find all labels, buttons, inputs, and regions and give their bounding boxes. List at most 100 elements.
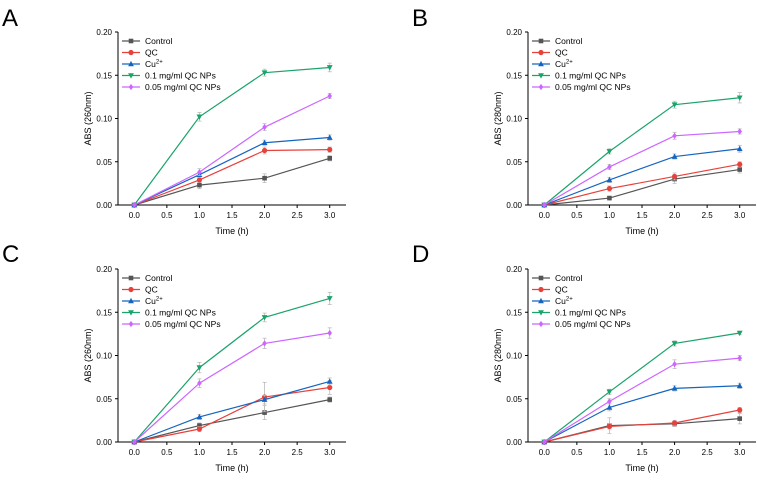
series-line (134, 380, 330, 443)
y-axis-label: ABS (280nm) (493, 91, 503, 145)
data-point (261, 396, 268, 402)
data-point (327, 155, 333, 161)
legend-marker (128, 49, 134, 56)
legend-marker (538, 60, 544, 67)
y-tick-label: 0.20 (96, 265, 112, 274)
legend-label: 0.05 mg/ml QC NPs (555, 82, 631, 92)
series-line (544, 148, 740, 206)
y-tick-label: 0.10 (506, 352, 522, 361)
data-point (326, 296, 333, 302)
series-2 (541, 406, 743, 445)
series-1 (541, 413, 743, 445)
legend-label: 0.1 mg/ml QC NPs (145, 71, 216, 81)
data-point (327, 384, 333, 391)
x-tick-label: 0.0 (129, 448, 141, 457)
data-point (736, 145, 743, 152)
data-point (262, 340, 267, 347)
series-5 (541, 354, 743, 446)
legend-marker (538, 38, 544, 44)
series-5 (131, 327, 333, 446)
data-point (671, 173, 678, 180)
y-tick-label: 0.05 (506, 158, 522, 167)
series-line (543, 130, 740, 206)
data-point (671, 153, 678, 159)
data-point (196, 177, 203, 183)
x-tick-label: 2.5 (702, 211, 714, 220)
data-point (737, 407, 743, 413)
legend-marker (128, 297, 134, 304)
legend-label: 0.1 mg/ml QC NPs (555, 308, 626, 318)
data-point (606, 185, 613, 192)
legend-marker (538, 297, 544, 304)
data-point (196, 426, 203, 432)
x-tick-label: 0.0 (539, 211, 551, 220)
y-axis-label: ABS (260nm) (83, 328, 93, 382)
legend-label-sup: 2+ (566, 60, 573, 66)
data-point (262, 410, 267, 415)
series-4 (541, 92, 743, 209)
x-axis-label: Time (h) (625, 463, 658, 473)
panel-letter: D (412, 241, 429, 268)
data-point (671, 420, 678, 426)
series-line (133, 66, 330, 206)
legend-marker (128, 73, 134, 79)
x-tick-label: 3.0 (734, 448, 746, 457)
x-tick-label: 1.0 (194, 211, 206, 220)
data-point (197, 423, 202, 428)
legend-label: 0.1 mg/ml QC NPs (555, 71, 626, 81)
legend-marker (538, 275, 544, 281)
x-tick-label: 1.5 (226, 211, 238, 220)
x-axis-label: Time (h) (625, 226, 658, 236)
legend-label: Control (555, 273, 583, 283)
x-tick-label: 1.0 (604, 211, 616, 220)
series-line (543, 357, 740, 443)
legend-label: 0.05 mg/ml QC NPs (145, 319, 221, 329)
data-point (671, 341, 678, 347)
x-tick-label: 2.5 (292, 211, 304, 220)
y-tick-label: 0.10 (506, 115, 522, 124)
data-point (131, 438, 137, 446)
data-point (262, 175, 267, 181)
x-tick-label: 0.0 (539, 448, 551, 457)
x-tick-label: 1.0 (194, 448, 206, 457)
legend-marker (128, 320, 134, 328)
series-3 (541, 144, 743, 208)
series-1 (131, 155, 333, 208)
data-point (737, 416, 743, 421)
x-tick-label: 2.0 (259, 448, 271, 457)
y-tick-label: 0.15 (506, 308, 522, 317)
x-tick-label: 0.5 (571, 448, 583, 457)
legend-label: QC (555, 285, 568, 295)
legend-marker (128, 38, 134, 44)
legend-label-sup: 2+ (566, 297, 573, 303)
data-point (607, 398, 612, 405)
chart-panel-c: C 0.0 0.5 1.0 1.5 2.0 2.5 3.0 0.00 0.05 0.10 0.15 0.… (2, 241, 346, 473)
legend-marker (128, 310, 134, 316)
data-point (541, 201, 547, 209)
legend-label: 0.05 mg/ml QC NPs (145, 82, 221, 92)
x-tick-label: 0.5 (161, 448, 173, 457)
series-line (133, 332, 330, 443)
data-point (327, 329, 333, 337)
x-tick-label: 1.5 (226, 448, 238, 457)
data-point (736, 330, 743, 337)
data-point (261, 70, 268, 76)
data-point (607, 195, 612, 201)
series-line (543, 97, 740, 206)
legend-marker (538, 49, 544, 56)
data-point (197, 169, 202, 176)
data-point (131, 201, 137, 209)
x-tick-label: 3.0 (324, 448, 336, 457)
legend-marker (538, 83, 544, 91)
legend-marker (538, 310, 544, 316)
x-axis-label: Time (h) (215, 463, 248, 473)
data-point (606, 176, 613, 183)
data-point (736, 95, 743, 101)
x-tick-label: 3.0 (324, 211, 336, 220)
data-point (606, 389, 613, 395)
series-line (134, 136, 330, 206)
y-axis-label: ABS (260nm) (83, 91, 93, 145)
data-point (672, 361, 677, 368)
